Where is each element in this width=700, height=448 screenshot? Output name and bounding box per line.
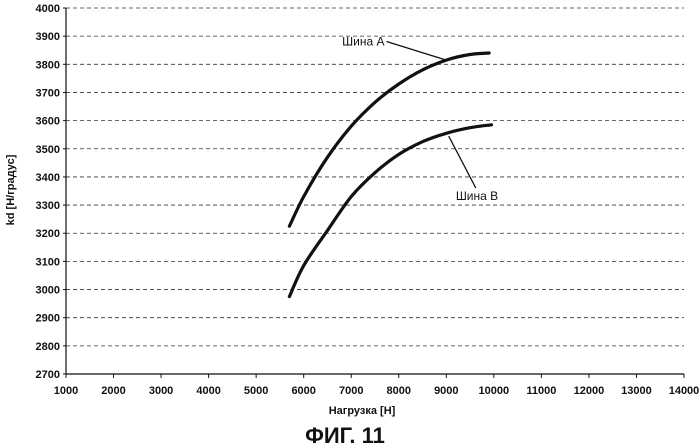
series-pointer-b [449,136,476,188]
series-label-b: Шина B [456,189,498,203]
y-tick-label: 2800 [36,341,60,353]
x-tick-label: 13000 [621,385,652,397]
y-tick-label: 3000 [36,285,60,297]
series-label-a: Шина A [342,34,384,48]
y-tick-label: 2700 [36,369,60,381]
x-tick-labels: 1000 2000 3000 4000 5000 6000 7000 8000 9000 1000… [54,374,700,397]
y-tick-label: 2900 [36,313,60,325]
x-tick-label: 1000 [54,385,78,397]
y-tick-label: 3300 [36,200,60,212]
x-tick-label: 7000 [339,385,363,397]
series-pointer-a [387,41,447,60]
x-tick-label: 3000 [149,385,173,397]
x-tick-label: 12000 [574,385,605,397]
series-line-b [289,125,491,297]
y-tick-label: 4000 [36,3,60,15]
axes [66,8,684,374]
y-tick-label: 3100 [36,256,60,268]
y-tick-label: 3900 [36,31,60,43]
series-lines [289,53,491,297]
y-tick-labels: 2700 2800 2900 3000 3100 3200 3300 3400 3500 3600… [36,3,66,381]
y-tick-label: 3700 [36,87,60,99]
x-axis-label: Нагрузка [Н] [329,405,396,417]
x-tick-label: 5000 [244,385,268,397]
y-tick-label: 3200 [36,228,60,240]
y-tick-label: 3400 [36,172,60,184]
series-labels: Шина A Шина B [342,34,498,203]
y-tick-label: 3800 [36,59,60,71]
x-tick-label: 11000 [526,385,556,397]
figure-caption: ФИГ. 11 [305,423,385,448]
x-tick-label: 8000 [387,385,411,397]
x-tick-label: 4000 [196,385,220,397]
x-tick-label: 6000 [291,385,315,397]
x-tick-label: 9000 [434,385,458,397]
y-tick-label: 3500 [36,144,60,156]
grid-lines [66,8,684,346]
x-tick-label: 10000 [479,385,510,397]
x-tick-label: 2000 [101,385,125,397]
y-axis-label: kd [Н/градус] [5,154,17,225]
x-tick-label: 14000 [669,385,700,397]
y-tick-label: 3600 [36,116,60,128]
